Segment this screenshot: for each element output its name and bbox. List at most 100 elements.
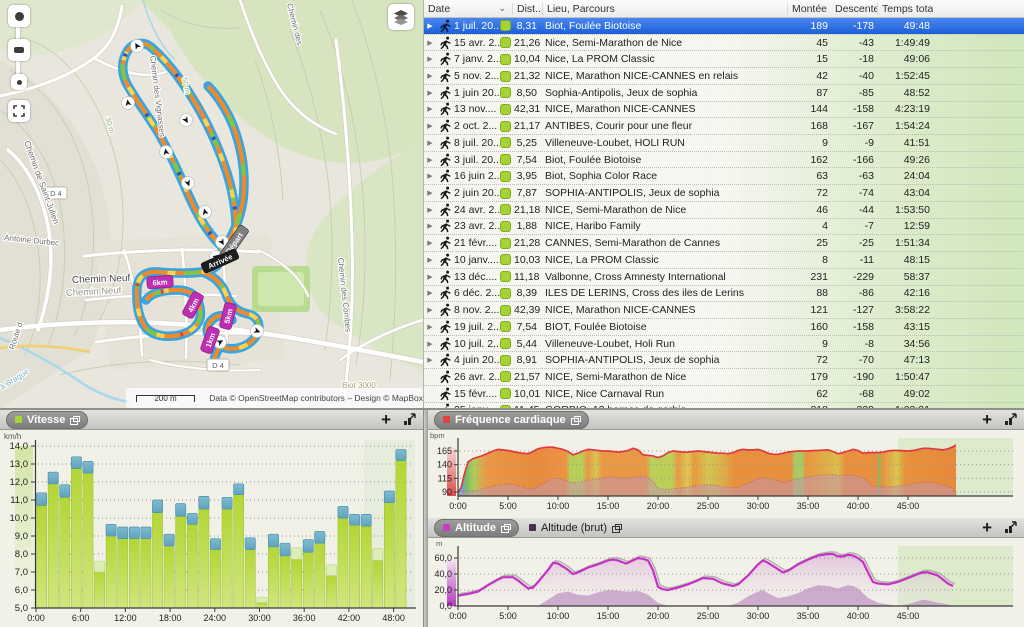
expand-arrow-icon[interactable]: ▶ bbox=[427, 156, 433, 164]
expand-arrow-icon[interactable]: ▶ bbox=[427, 173, 433, 181]
type-badge bbox=[500, 271, 514, 283]
table-row[interactable]: ▶ 1 juin 20... 8,50 Sophia-Antipolis, Jeux … bbox=[424, 83, 1024, 101]
add-series-button[interactable]: + bbox=[381, 410, 391, 429]
zoom-in-button[interactable] bbox=[8, 5, 30, 27]
expand-arrow-icon[interactable]: ▶ bbox=[427, 190, 433, 198]
expand-arrow-icon[interactable]: ▶ bbox=[427, 39, 433, 47]
table-row[interactable]: ▶ 4 juin 20... 8,91 SOPHIA-ANTIPOLIS, Jeux … bbox=[424, 351, 1024, 369]
expand-arrow-icon[interactable]: ▶ bbox=[427, 206, 433, 214]
layers-button[interactable] bbox=[388, 4, 414, 30]
expand-arrow-icon[interactable]: ▶ bbox=[427, 307, 433, 315]
vertical-splitter[interactable] bbox=[423, 410, 428, 627]
expand-arrow-icon[interactable]: ▶ bbox=[427, 273, 433, 281]
table-row[interactable]: ▶ 16 juin 2... 3,95 Biot, Sophia Color Race… bbox=[424, 167, 1024, 185]
running-activity-icon bbox=[436, 203, 454, 217]
svg-text:115: 115 bbox=[438, 473, 452, 483]
export-chart-button[interactable] bbox=[1004, 521, 1018, 534]
distance-cell: 42,31 bbox=[514, 103, 541, 116]
expand-arrow-icon[interactable]: ▶ bbox=[427, 106, 433, 114]
green-square-badge bbox=[500, 137, 511, 149]
table-row[interactable]: ▶ 24 avr. 2... 21,18 NICE, Semi-Marathon de… bbox=[424, 200, 1024, 218]
location-cell: Sophia-Antipolis, Jeux de sophia bbox=[545, 86, 698, 99]
table-row[interactable]: ▶ 1 juil. 20... 8,31 Biot, Foulée Biotoise 1… bbox=[424, 18, 1024, 34]
column-header-montee[interactable]: Montée bbox=[787, 2, 831, 15]
table-row[interactable]: ▶ 6 déc. 2... 8,39 ILES DE LERINS, Cross de… bbox=[424, 284, 1024, 302]
date-cell: 21 févr.... bbox=[454, 237, 498, 250]
expand-arrow-icon[interactable]: ▶ bbox=[427, 73, 433, 81]
add-series-button[interactable]: + bbox=[982, 518, 992, 537]
ascent-cell: 63 bbox=[816, 170, 828, 183]
fullscreen-button[interactable] bbox=[8, 100, 30, 122]
direction-marker-icon bbox=[121, 96, 135, 110]
running-activity-icon bbox=[436, 69, 454, 83]
type-badge bbox=[500, 37, 514, 49]
expand-arrow-icon[interactable]: ▶ bbox=[427, 139, 433, 147]
column-header-lieu[interactable]: Lieu, Parcours bbox=[542, 2, 787, 15]
total-time-cell: 24:04 bbox=[903, 170, 930, 183]
table-row[interactable]: ▶ 10 janv.... 10,03 NICE, La PROM Classic 8 -… bbox=[424, 251, 1024, 268]
table-row[interactable]: ▶ 10 juil. 2... 5,44 Villeneuve-Loubet, Hol… bbox=[424, 334, 1024, 352]
expand-arrow-icon[interactable]: ▶ bbox=[427, 56, 433, 64]
expand-arrow-icon[interactable]: ▶ bbox=[427, 223, 433, 231]
expand-arrow-icon[interactable]: ▶ bbox=[427, 340, 433, 348]
hr-legend-pill[interactable]: Fréquence cardiaque bbox=[434, 410, 589, 429]
export-chart-button[interactable] bbox=[403, 413, 417, 426]
zoom-slider-handle[interactable] bbox=[11, 74, 27, 90]
table-row[interactable]: ▶ 21 févr.... 21,28 CANNES, Semi-Marathon d… bbox=[424, 234, 1024, 252]
table-row[interactable]: ▶ 19 juil. 2... 7,54 BIOT, Foulée Biotoise 1… bbox=[424, 317, 1024, 335]
column-header-temps[interactable]: Temps total bbox=[877, 2, 933, 15]
table-row[interactable]: ▶ 23 avr. 2... 1,88 NICE, Haribo Family 4 -7 1… bbox=[424, 217, 1024, 235]
svg-text:9,0: 9,0 bbox=[15, 531, 28, 542]
table-row[interactable]: ▶ 2 oct. 2... 21,17 ANTIBES, Courir pour un… bbox=[424, 117, 1024, 135]
location-cell: ILES DE LERINS, Cross des iles de Lerins bbox=[545, 287, 744, 300]
export-chart-button[interactable] bbox=[1004, 413, 1018, 426]
expand-arrow-icon[interactable]: ▶ bbox=[427, 357, 433, 365]
svg-text:0:00: 0:00 bbox=[27, 613, 45, 623]
direction-marker-icon bbox=[215, 235, 229, 249]
table-row[interactable]: 26 avr. 2... 21,57 NICE, Semi-Marathon de … bbox=[424, 368, 1024, 385]
add-series-button[interactable]: + bbox=[982, 410, 992, 429]
svg-text:36:00: 36:00 bbox=[293, 613, 316, 623]
table-row[interactable]: ▶ 13 déc.... 11,18 Valbonne, Cross Amnesty … bbox=[424, 267, 1024, 285]
table-row[interactable]: ▶ 7 janv. 2... 10,04 Nice, La PROM Classic 1… bbox=[424, 50, 1024, 68]
ascent-cell: 189 bbox=[810, 19, 828, 32]
expand-arrow-icon[interactable]: ▶ bbox=[427, 256, 433, 264]
distance-cell: 42,39 bbox=[514, 304, 541, 317]
table-row[interactable]: 25 janv....11,45GORBIO, 12 bornes de gor… bbox=[424, 401, 1024, 408]
horizontal-splitter[interactable] bbox=[0, 408, 1024, 410]
table-row[interactable]: ▶ 13 nov.... 42,31 NICE, Marathon NICE-CANN… bbox=[424, 100, 1024, 118]
descent-cell: -158 bbox=[852, 103, 874, 116]
expand-arrow-icon[interactable]: ▶ bbox=[427, 89, 433, 97]
column-header-date[interactable]: Date ⌄ bbox=[428, 2, 506, 15]
table-row[interactable]: ▶ 2 juin 20... 7,87 SOPHIA-ANTIPOLIS, Jeux … bbox=[424, 184, 1024, 201]
altitude-chart[interactable]: 0,0 20,0 40,0 60,0 0:00 5:00 10:00 15:00 20:00 25… bbox=[428, 538, 1024, 627]
heart-rate-panel: Fréquence cardiaque + 90 115 1 bbox=[428, 410, 1024, 518]
descent-cell: -7 bbox=[864, 220, 874, 233]
location-cell: BIOT, Foulée Biotoise bbox=[545, 320, 647, 333]
table-row[interactable]: ▶ 8 nov. 2... 42,39 NICE, Marathon NICE-CAN… bbox=[424, 301, 1024, 318]
zoom-out-button[interactable] bbox=[8, 39, 30, 61]
column-header-dist[interactable]: Dist... bbox=[512, 2, 542, 15]
total-time-cell: 3:58:22 bbox=[894, 304, 930, 317]
column-header-descente[interactable]: Descente bbox=[835, 2, 877, 15]
expand-arrow-icon[interactable]: ▶ bbox=[427, 323, 433, 331]
heart-rate-chart[interactable]: 90 115 140 165 0:00 5:00 10:00 15:00 20:00 25:00 3… bbox=[428, 430, 1024, 518]
altitude-legend-pill[interactable]: Altitude bbox=[434, 518, 519, 537]
green-square-badge bbox=[500, 170, 511, 182]
expand-arrow-icon[interactable]: ▶ bbox=[427, 22, 433, 30]
expand-arrow-icon[interactable]: ▶ bbox=[427, 240, 433, 248]
table-row[interactable]: ▶ 8 juil. 20... 5,25 Villeneuve-Loubet, HOL… bbox=[424, 134, 1024, 151]
expand-arrow-icon[interactable]: ▶ bbox=[427, 123, 433, 131]
table-row[interactable]: ▶ 15 avr. 2... 21,26 Nice, Semi-Marathon de… bbox=[424, 33, 1024, 51]
speed-legend-pill[interactable]: Vitesse bbox=[6, 410, 89, 429]
running-activity-icon bbox=[436, 337, 454, 351]
expand-arrow-icon[interactable]: ▶ bbox=[427, 290, 433, 298]
direction-marker-icon bbox=[181, 176, 195, 190]
table-row[interactable]: ▶ 5 nov. 2... 21,32 NICE, Marathon NICE-CAN… bbox=[424, 67, 1024, 84]
altitude-raw-legend[interactable]: Altitude (brut) bbox=[528, 522, 622, 534]
descent-cell: -63 bbox=[858, 170, 874, 183]
table-row[interactable]: ▶ 3 juil. 20... 7,54 Biot, Foulée Biotoise 1… bbox=[424, 150, 1024, 168]
table-row[interactable]: 15 févr.... 10,01 NICE, Nice Carnaval Run 6… bbox=[424, 384, 1024, 402]
speed-chart[interactable]: 5,0 6,0 7,0 8,0 9,0 10,0 11,0 12,0 13,0 14,0 0:00 6… bbox=[0, 430, 423, 627]
